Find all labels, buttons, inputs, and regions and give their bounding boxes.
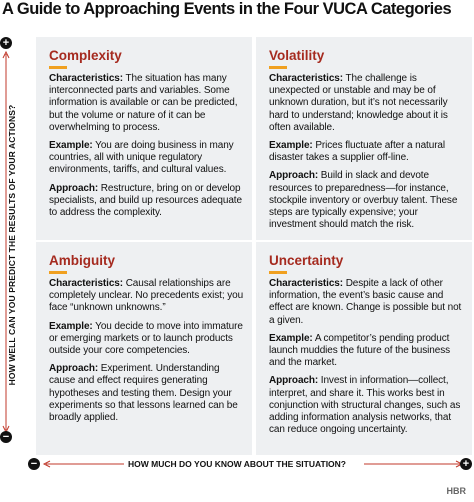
section-label: Characteristics: [269,278,343,289]
section: Characteristics: The challenge is unexpe… [269,73,464,134]
x-axis-label: HOW MUCH DO YOU KNOW ABOUT THE SITUATION… [0,459,474,469]
section-label: Approach: [49,363,99,375]
section-text: Despite a lack of other information, the… [269,278,462,326]
section: Example: You decide to move into immatur… [49,321,244,358]
section: Approach: Experiment. Understanding caus… [49,363,244,424]
axis-plus: + [460,458,472,470]
section: Approach: Build in slack and devote reso… [269,170,464,231]
section-text: The challenge is unexpected or unstable … [269,73,448,133]
section-label: Example: [269,140,313,152]
axis-minus: − [28,458,40,470]
section-label: Characteristics: [49,73,123,84]
x-axis-text: HOW MUCH DO YOU KNOW ABOUT THE SITUATION… [124,459,350,469]
quadrant-title: Complexity [49,48,122,63]
section: Approach: Invest in information—collect,… [269,375,464,436]
section-label: Characteristics: [269,73,343,84]
section-text: Invest in information—collect, interpret… [269,375,461,436]
quadrant: Complexity Characteristics: The situation… [36,37,252,240]
section-text: Build in slack and devote resources to p… [269,170,458,231]
section-label: Approach: [269,375,319,387]
section: Example: A competitor’s pending product … [269,333,464,370]
section-label: Example: [49,140,93,152]
section: Approach: Restructure, bring on or devel… [49,183,244,220]
title-underline [269,66,287,69]
axis-minus: − [0,431,12,443]
quadrant-title: Ambiguity [49,253,115,268]
quadrant: Volatility Characteristics: The challenge… [256,37,472,240]
section-label: Approach: [269,170,319,182]
section: Example: You are doing business in many … [49,140,244,177]
axis-plus: + [0,37,12,49]
y-axis-label: HOW WELL CAN YOU PREDICT THE RESULTS OF … [7,104,17,386]
section-text: A competitor’s pending product launch mu… [269,332,451,369]
section: Characteristics: Despite a lack of other… [269,278,464,327]
section-text: Experiment. Understanding cause and effe… [49,363,238,424]
section-text: Causal relationships are completely uncl… [49,278,244,314]
quadrant: Ambiguity Characteristics: Causal relatio… [36,242,252,455]
section-label: Example: [49,320,93,332]
section-label: Characteristics: [49,278,123,289]
section-text: Prices fluctuate after a natural disaste… [269,140,446,164]
section: Characteristics: Causal relationships ar… [49,278,244,315]
quadrant-grid: Complexity Characteristics: The situation… [30,37,474,455]
section: Characteristics: The situation has many … [49,73,244,134]
section-text: Restructure, bring on or develop special… [49,182,242,219]
section-label: Example: [269,332,313,344]
quadrant-title: Volatility [269,48,325,63]
section-text: You are doing business in many countries… [49,140,234,176]
section-label: Approach: [49,182,99,194]
title-underline [49,66,67,69]
title: A Guide to Approaching Events in the Fou… [2,0,452,18]
quadrant: Uncertainty Characteristics: Despite a la… [256,242,472,455]
logo: HBR [446,486,467,496]
section-text: You decide to move into immature or emer… [49,320,243,357]
section-text: The situation has many interconnected pa… [49,73,238,133]
quadrant-title: Uncertainty [269,253,344,268]
section: Example: Prices fluctuate after a natura… [269,140,464,164]
title-underline [49,271,67,274]
title-underline [269,271,287,274]
